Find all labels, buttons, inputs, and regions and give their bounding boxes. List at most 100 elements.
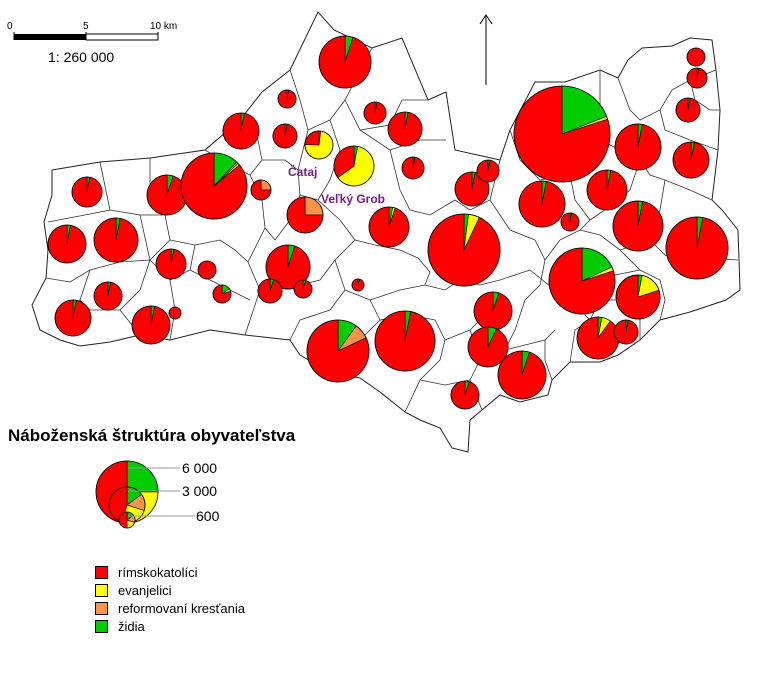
pie-symbol xyxy=(318,35,372,89)
pie-symbol xyxy=(615,274,661,320)
pie-outline xyxy=(277,89,297,109)
pie-outline xyxy=(333,145,375,187)
pie-outline xyxy=(374,310,436,372)
pie-symbol xyxy=(387,111,423,147)
pie-symbol xyxy=(401,156,425,180)
pie-symbol xyxy=(180,152,248,220)
pie-outline xyxy=(612,200,664,252)
pie-symbol xyxy=(93,281,123,311)
legend-label: židia xyxy=(118,618,145,634)
pie-symbol xyxy=(93,217,139,263)
pie-outline xyxy=(363,101,387,125)
pie-symbol xyxy=(54,299,92,337)
pie-outline xyxy=(686,67,708,89)
size-legend: 6 000 3 000 600 xyxy=(95,460,220,529)
pie-symbol xyxy=(286,196,324,234)
legend-label: reformovaní kresťania xyxy=(118,600,245,616)
pie-symbol xyxy=(672,141,710,179)
size-legend-6000: 6 000 xyxy=(182,460,217,476)
pie-symbol xyxy=(131,305,171,345)
legend-item-evanjelici: evanjelici xyxy=(95,581,245,599)
pie-symbol xyxy=(250,179,272,201)
legend-item-reformovani: reformovaní kresťania xyxy=(95,599,245,617)
size-legend-3000: 3 000 xyxy=(182,483,217,499)
pie-outline xyxy=(665,216,729,280)
pie-outline xyxy=(47,224,87,264)
pie-outline xyxy=(427,213,501,287)
category-legend: rímskokatolíci evanjelici reformovaní kr… xyxy=(95,563,245,635)
pie-symbol xyxy=(168,306,182,320)
pie-symbol xyxy=(257,278,283,304)
pie-outline xyxy=(586,169,628,211)
pie-symbol xyxy=(363,101,387,125)
legend-swatch-orange xyxy=(95,601,108,615)
pie-outline xyxy=(265,244,311,290)
size-legend-600: 600 xyxy=(196,508,220,524)
pie-outline xyxy=(155,248,187,280)
pie-symbol xyxy=(333,145,375,187)
pie-outline xyxy=(304,130,334,160)
place-label-velky-grob: Veľký Grob xyxy=(321,192,385,206)
scale-ratio: 1: 260 000 xyxy=(48,49,114,65)
scale-tick-0: 0 xyxy=(7,21,13,32)
pie-symbol xyxy=(306,319,370,383)
pie-symbol xyxy=(155,248,187,280)
pie-outline xyxy=(672,141,710,179)
pie-symbol xyxy=(212,284,232,304)
pie-outline xyxy=(93,217,139,263)
pie-symbol xyxy=(513,85,611,183)
legend-item-zidia: židia xyxy=(95,617,245,635)
scale-bar: 0 5 10 km 1: 260 000 xyxy=(7,21,177,65)
pie-symbol xyxy=(686,67,708,89)
pie-outline xyxy=(614,123,662,171)
pie-symbol xyxy=(272,123,298,149)
legend-pie-600 xyxy=(118,511,136,529)
pie-outline xyxy=(286,196,324,234)
pie-outline xyxy=(686,47,706,67)
pie-outline xyxy=(454,171,490,207)
pie-outline xyxy=(497,350,547,400)
pie-outline xyxy=(467,326,509,368)
pie-symbol xyxy=(665,216,729,280)
pie-symbol xyxy=(467,326,509,368)
pie-outline xyxy=(513,85,611,183)
map-title: Náboženská štruktúra obyvateľstva xyxy=(8,426,296,445)
pie-symbol xyxy=(560,212,580,232)
legend-swatch-red xyxy=(95,565,108,579)
pie-symbol xyxy=(197,260,217,280)
pie-symbol xyxy=(614,123,662,171)
pie-outline xyxy=(613,319,639,345)
pie-symbol xyxy=(427,213,501,287)
pie-symbol xyxy=(686,47,706,67)
pie-outline xyxy=(71,176,103,208)
pie-outline xyxy=(675,97,701,123)
pie-outline xyxy=(387,111,423,147)
legend-item-rimskokatolici: rímskokatolíci xyxy=(95,563,245,581)
pie-outline xyxy=(54,299,92,337)
pie-outline xyxy=(250,179,272,201)
legend-swatch-yellow xyxy=(95,583,108,597)
pie-outline xyxy=(93,281,123,311)
pie-outline xyxy=(131,305,171,345)
pie-outline xyxy=(318,35,372,89)
pie-symbol xyxy=(71,176,103,208)
pie-outline xyxy=(212,284,232,304)
pie-symbol xyxy=(473,291,513,331)
scale-tick-10: 10 km xyxy=(150,21,177,32)
pie-symbol xyxy=(586,169,628,211)
pie-symbol xyxy=(222,112,260,150)
pie-outline xyxy=(118,511,136,529)
place-label-cataj: Čataj xyxy=(288,164,317,179)
pie-outline xyxy=(257,278,283,304)
pie-outline xyxy=(306,319,370,383)
pie-symbol xyxy=(293,279,313,299)
pie-symbol xyxy=(612,200,664,252)
legend-label: evanjelici xyxy=(118,582,172,598)
pie-symbol xyxy=(374,310,436,372)
pie-symbol xyxy=(675,97,701,123)
pie-symbol xyxy=(47,224,87,264)
pie-symbol xyxy=(277,89,297,109)
pie-outline xyxy=(168,306,182,320)
pie-outline xyxy=(615,274,661,320)
